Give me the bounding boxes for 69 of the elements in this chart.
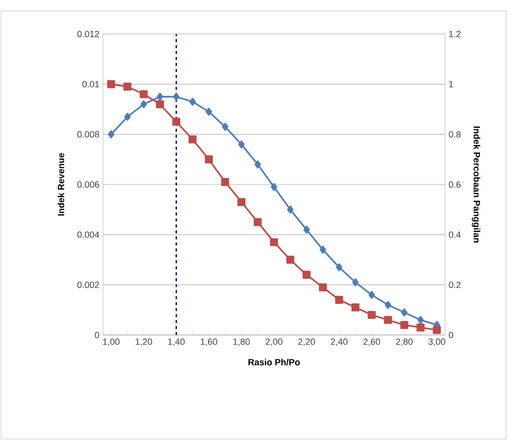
point [188,135,197,144]
y-axis-title: Indek Revenue [58,153,64,216]
x-tick-label: 2,00 [266,338,282,346]
x-tick-label: 2,20 [298,338,315,346]
point [189,98,196,106]
x-axis-title: Rasio Ph/Po [248,358,300,366]
y2-tick-label: 0 [448,332,454,338]
point [417,316,424,324]
point [335,296,344,304]
point [140,90,148,98]
x-tick-label: 2,80 [396,338,413,346]
y2-tick-label: 1 [449,81,454,88]
point [287,206,294,214]
point [351,303,360,312]
point [303,226,310,234]
point [221,178,230,186]
point [237,198,246,206]
y2-tick-label: 0.6 [448,181,461,188]
point [286,256,294,264]
point [206,108,212,116]
point [172,118,180,126]
x-tick-label: 2,40 [330,338,348,346]
y-tick-label: 0.004 [77,231,100,238]
x-tick-label: 3,00 [428,338,446,346]
point [156,100,164,108]
point [270,183,278,191]
point [318,283,327,292]
point [368,290,375,299]
x-tick-label: 1,20 [136,338,152,346]
point [368,310,376,319]
y-tick-label: 0.006 [77,181,100,188]
point [384,300,392,309]
point [336,263,342,272]
point [204,155,213,164]
point [384,316,392,324]
point [238,140,245,148]
y2-tick-label: 0.4 [448,231,461,238]
point [352,278,359,286]
point [302,270,311,279]
y-tick-label: 0.008 [77,131,100,138]
point [254,218,262,226]
y-tick-label: 0.002 [77,282,100,288]
point [173,92,180,101]
point [107,80,116,88]
point [401,308,408,316]
x-tick-label: 1,40 [168,338,185,346]
y-tick-label: 0.012 [77,30,100,38]
x-tick-label: 1,00 [103,338,120,346]
x-tick-label: 1,60 [200,338,218,346]
x-tick-label: 1,80 [233,338,250,346]
point [416,323,425,332]
point [254,160,261,168]
point [140,100,147,108]
y2-tick-label: 0.8 [448,131,461,138]
point [270,238,278,246]
y-tick-label: 0 [94,332,100,338]
point [222,122,228,131]
y2-tick-label: 1.2 [449,30,461,38]
point [320,246,326,254]
y-tick-label: 0.01 [82,80,100,88]
point [123,82,132,91]
point [400,320,408,329]
point [124,112,131,121]
point [432,326,441,334]
point [156,92,164,101]
y2-axis-title: Indek Percobaan Panggilan [472,126,480,242]
x-tick-label: 2,60 [363,338,380,346]
point [108,130,114,138]
y2-tick-label: 0.2 [448,282,461,288]
